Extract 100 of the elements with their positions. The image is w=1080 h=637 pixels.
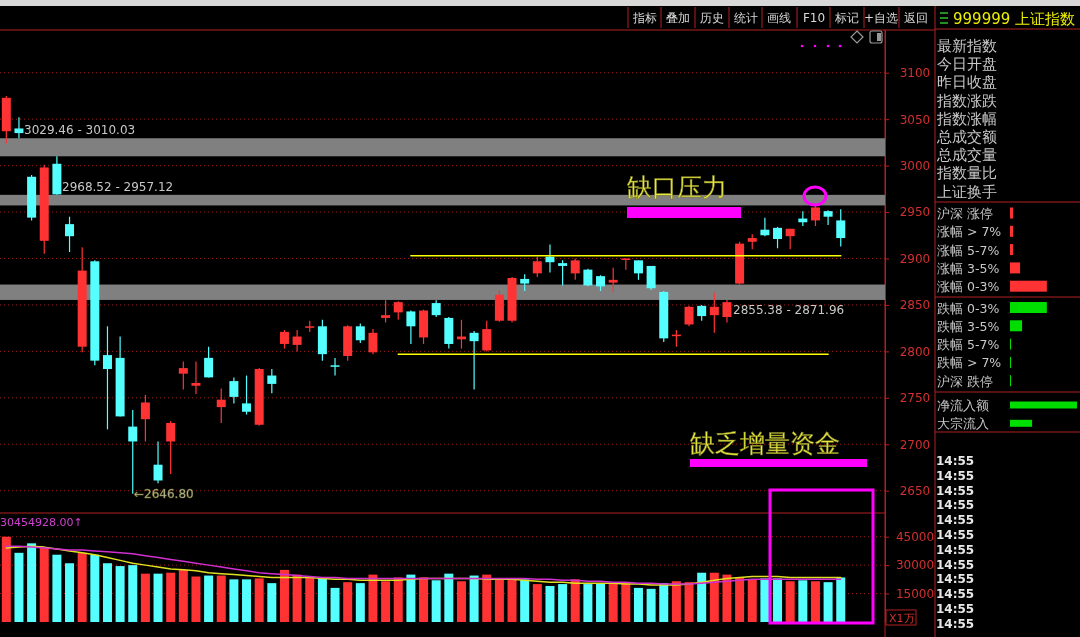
candlestick: [836, 208, 846, 248]
y-tick-label: 3100: [899, 66, 931, 81]
y-tick-label: 跌幅 0-3%: [937, 300, 1000, 316]
bar: [823, 582, 833, 622]
annotation: ←2646.80: [134, 487, 194, 501]
text: 今日开盘: [937, 55, 997, 74]
candlestick: [545, 243, 555, 274]
y-tick-label: 沪深 跌停: [937, 373, 993, 389]
y-tick-label: 2650: [899, 484, 931, 499]
text: 14:55: [936, 513, 975, 528]
bar: [494, 578, 504, 622]
y-tick-label: 2850: [899, 298, 931, 313]
candlestick: [608, 267, 618, 293]
candlestick: [810, 204, 820, 227]
bar: [608, 583, 618, 622]
candlestick: [406, 309, 416, 345]
candlestick: [216, 387, 226, 424]
bar: [659, 583, 669, 622]
candlestick: [330, 357, 340, 377]
y-tick-label: 2900: [899, 251, 931, 266]
bar: [1010, 225, 1014, 237]
y-tick-label: 45000: [895, 530, 935, 545]
text: 总成交量: [936, 146, 997, 165]
bar: [735, 577, 745, 622]
bar: [102, 563, 112, 622]
bar: [343, 582, 353, 622]
bar: [1010, 302, 1047, 313]
text: 14:55: [936, 483, 975, 498]
y-tick-label: 沪深 涨停: [937, 206, 993, 221]
candlestick: [14, 116, 24, 139]
text: 14:55: [936, 587, 975, 602]
bar: [798, 580, 808, 622]
text: 昨日收盘: [937, 73, 997, 92]
bar: [558, 584, 568, 622]
bar: [128, 565, 138, 622]
y-tick-label: 15000: [895, 586, 935, 601]
text: 返回: [904, 11, 928, 25]
bar: [267, 583, 277, 622]
y-tick-label: 2950: [899, 205, 931, 220]
candlestick: [633, 259, 643, 281]
text: 总成交额: [936, 128, 997, 146]
text: 指数涨幅: [936, 109, 997, 128]
candlestick: [292, 329, 302, 352]
bar: [355, 583, 365, 622]
text: 14:55: [936, 454, 975, 468]
bar: [520, 579, 530, 622]
bar: [317, 578, 327, 622]
bar: [65, 563, 75, 622]
bar: [90, 554, 100, 622]
bar: [204, 575, 214, 622]
text: 指数涨跌: [936, 91, 997, 110]
text: X1万: [889, 612, 915, 625]
candlestick: [709, 292, 719, 334]
bar: [52, 554, 62, 622]
text: 叠加: [666, 11, 690, 25]
text: 14:55: [936, 572, 975, 587]
bar: [393, 577, 403, 622]
bar: [140, 573, 150, 622]
bar: [646, 588, 656, 622]
bar: [747, 579, 757, 622]
candlestick: [684, 305, 694, 327]
bar: [229, 579, 239, 622]
text: 画线: [767, 11, 791, 25]
y-tick-label: 2700: [899, 437, 931, 452]
bar: [456, 581, 466, 622]
y-tick-label: 大宗流入: [937, 416, 989, 432]
bar: [153, 573, 163, 622]
y-tick-label: 涨幅 > 7%: [937, 224, 1002, 240]
candlestick: [646, 265, 656, 291]
text: 14:55: [936, 557, 975, 572]
candlestick: [355, 322, 365, 344]
candlestick: [191, 361, 201, 395]
bar: [469, 575, 479, 622]
candlestick: [381, 299, 391, 324]
text: 最新指数: [937, 37, 997, 55]
text: 999999 上证指数: [953, 10, 1076, 28]
bar: [621, 583, 631, 622]
bar: [722, 574, 732, 622]
bar: [633, 587, 643, 622]
candlestick: [102, 325, 112, 430]
bar: [444, 573, 454, 622]
y-tick-label: 涨幅 5-7%: [937, 242, 1000, 258]
text: +自选: [863, 11, 899, 25]
bar: [330, 587, 340, 622]
bar: [507, 578, 517, 622]
bar: [671, 581, 681, 622]
annotation: 缺乏增量资金: [690, 429, 840, 458]
bar: [482, 574, 492, 622]
band-label: 2968.52 - 2957.12: [62, 179, 174, 194]
candlestick: [469, 330, 479, 391]
candlestick: [140, 394, 150, 443]
candlestick: [279, 329, 289, 350]
bar: [178, 569, 188, 622]
text: 14:55: [936, 542, 975, 557]
candlestick: [532, 256, 542, 278]
candlestick: [166, 420, 176, 475]
bar: [431, 580, 441, 622]
candlestick: [773, 226, 783, 249]
y-tick-label: 2750: [899, 391, 931, 406]
text: 指数量比: [936, 164, 997, 183]
